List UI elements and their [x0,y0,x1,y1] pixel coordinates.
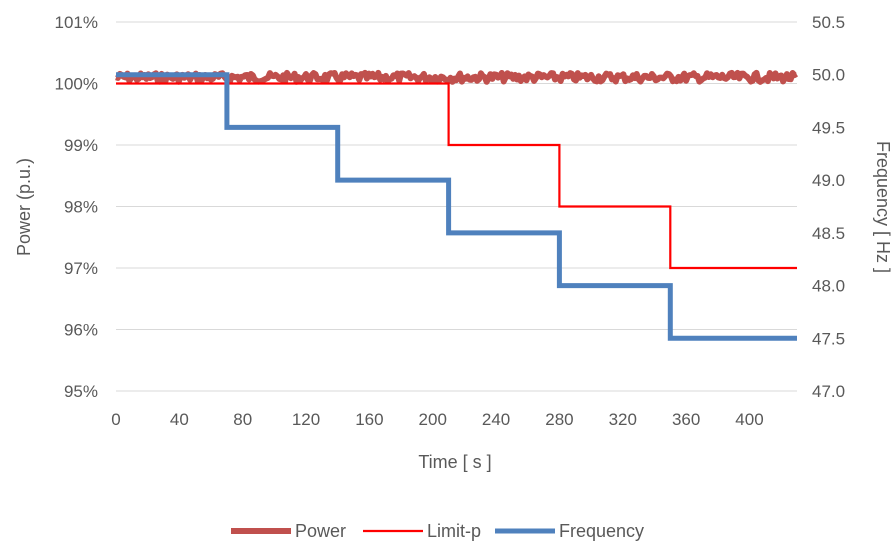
y-right-tick-label: 50.5 [812,13,845,32]
y-left-tick-label: 99% [64,136,98,155]
x-tick-label: 320 [609,410,637,429]
y-right-tick-label: 49.5 [812,118,845,137]
y-left-tick-label: 96% [64,321,98,340]
y-axis-right-title: Frequency [ Hz ] [873,141,893,273]
y-left-tick-label: 95% [64,382,98,401]
y-right-tick-label: 48.0 [812,277,845,296]
x-tick-label: 280 [545,410,573,429]
x-tick-label: 360 [672,410,700,429]
y-right-tick-label: 47.0 [812,382,845,401]
legend-label-frequency: Frequency [559,521,644,541]
y-left-tick-label: 101% [55,13,98,32]
x-tick-label: 40 [170,410,189,429]
x-axis-title: Time [ s ] [418,452,491,472]
y-right-tick-label: 48.5 [812,224,845,243]
x-tick-label: 120 [292,410,320,429]
x-tick-label: 80 [233,410,252,429]
tick-labels: 95% 96% 97% 98% 99% 100% 101% 47.0 47.5 48.0 48.5 4… [55,13,846,429]
x-tick-label: 0 [111,410,120,429]
series-line-limit-p [116,82,797,270]
series-lines [114,69,799,341]
x-tick-label: 240 [482,410,510,429]
legend-label-power: Power [295,521,346,541]
x-tick-label: 160 [355,410,383,429]
legend-label-limit-p: Limit-p [427,521,481,541]
x-tick-label: 400 [735,410,763,429]
y-left-tick-label: 98% [64,198,98,217]
series-line-frequency [116,72,797,341]
legend: Power Limit-p Frequency [231,521,644,541]
y-left-tick-label: 97% [64,259,98,278]
y-right-tick-label: 47.5 [812,329,845,348]
y-right-tick-label: 49.0 [812,171,845,190]
y-axis-left-title: Power (p.u.) [14,158,34,256]
y-right-tick-label: 50.0 [812,66,845,85]
y-left-tick-label: 100% [55,75,98,94]
x-tick-label: 200 [419,410,447,429]
